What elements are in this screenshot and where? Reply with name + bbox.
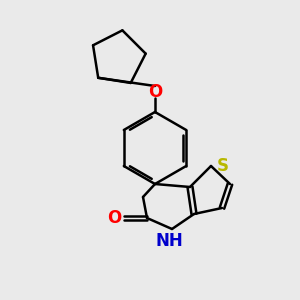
Text: O: O (107, 209, 121, 227)
Text: S: S (217, 157, 229, 175)
Text: NH: NH (155, 232, 183, 250)
Text: O: O (148, 83, 162, 101)
